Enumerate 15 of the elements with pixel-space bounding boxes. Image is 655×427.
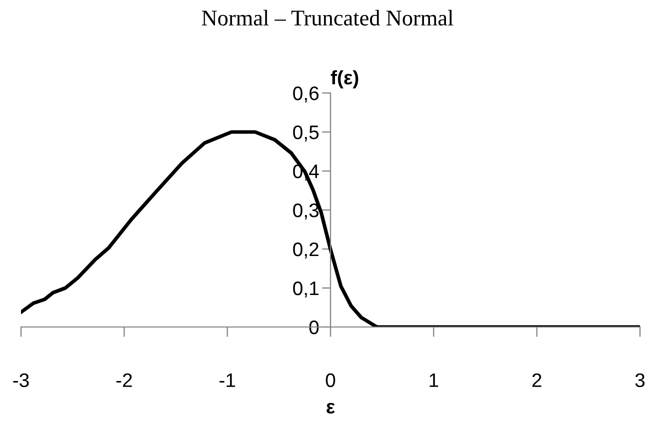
x-tick-label: -1: [220, 374, 236, 387]
x-tick-label: 0: [326, 373, 336, 388]
x-tick-label: 3: [635, 373, 645, 388]
y-tick-label: 0,5: [293, 125, 319, 142]
y-axis-title: f(ε): [330, 70, 358, 88]
y-tick-label: 0,2: [293, 242, 318, 259]
y-tick-label: 0,6: [293, 86, 319, 103]
x-tick-label: -3: [13, 373, 29, 388]
x-tick-label: 1: [430, 374, 438, 387]
x-tick-label: 2: [532, 373, 542, 387]
y-tick-label: 0,1: [293, 281, 318, 298]
x-tick-label: -2: [116, 373, 132, 387]
y-tick-label: 0,3: [293, 203, 319, 220]
chart-title: Normal – Truncated Normal: [202, 10, 454, 26]
x-axis-title: ε: [326, 402, 335, 414]
